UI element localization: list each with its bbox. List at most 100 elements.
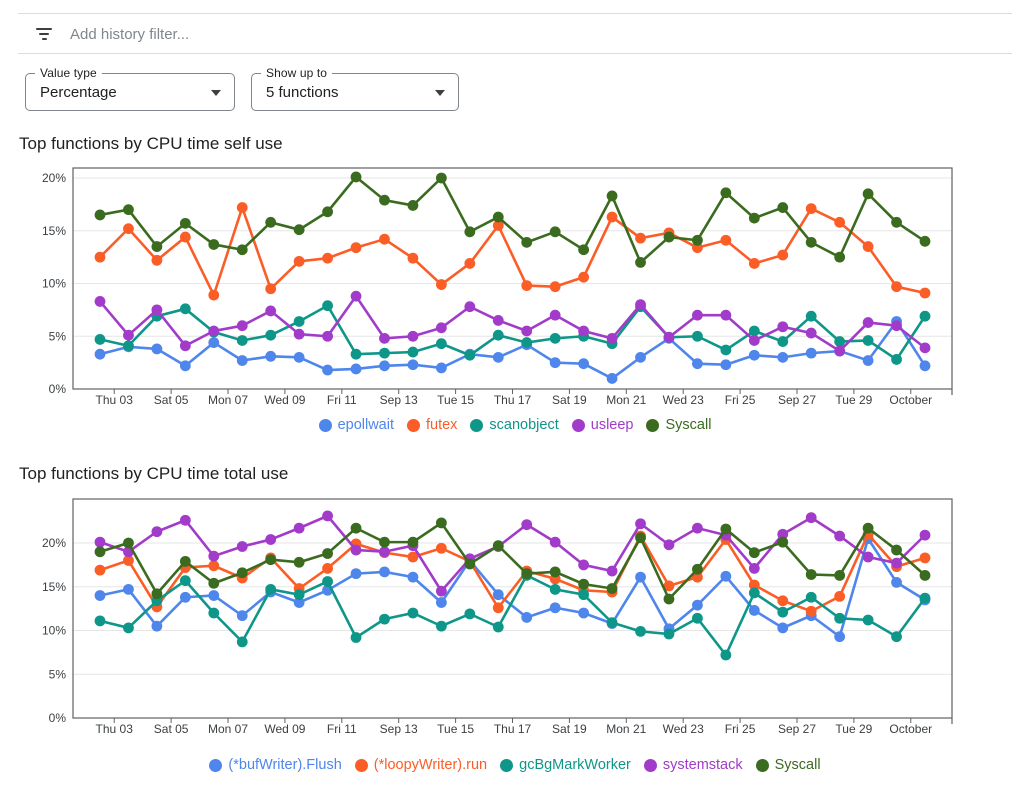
data-point[interactable]	[891, 216, 902, 228]
show-up-to-dropdown[interactable]: Show up to 5 functions	[251, 66, 459, 111]
data-point[interactable]	[265, 329, 277, 341]
data-point[interactable]	[123, 555, 134, 566]
data-point[interactable]	[179, 514, 191, 526]
data-point[interactable]	[862, 551, 874, 563]
data-point[interactable]	[379, 194, 390, 206]
data-point[interactable]	[236, 335, 248, 346]
data-point[interactable]	[179, 360, 191, 372]
data-point[interactable]	[891, 354, 902, 365]
data-point[interactable]	[606, 190, 618, 202]
data-point[interactable]	[862, 317, 874, 328]
data-point[interactable]	[265, 554, 277, 566]
data-point[interactable]	[692, 309, 703, 321]
data-point[interactable]	[293, 597, 305, 608]
data-point[interactable]	[151, 254, 163, 266]
data-point[interactable]	[891, 281, 902, 293]
data-point[interactable]	[407, 252, 419, 264]
data-point[interactable]	[464, 349, 476, 361]
data-point[interactable]	[521, 337, 533, 348]
data-point[interactable]	[891, 631, 902, 643]
data-point[interactable]	[236, 541, 248, 552]
data-point[interactable]	[777, 202, 789, 213]
data-point[interactable]	[322, 330, 333, 342]
data-point[interactable]	[521, 568, 533, 580]
data-point[interactable]	[435, 362, 447, 374]
data-point[interactable]	[322, 206, 333, 218]
data-point[interactable]	[692, 563, 703, 575]
data-point[interactable]	[720, 523, 732, 535]
data-point[interactable]	[94, 251, 106, 263]
data-point[interactable]	[435, 597, 447, 608]
data-point[interactable]	[777, 336, 789, 347]
data-point[interactable]	[208, 550, 220, 562]
data-point[interactable]	[663, 580, 675, 592]
data-point[interactable]	[549, 357, 561, 369]
data-point[interactable]	[492, 621, 504, 633]
data-point[interactable]	[94, 536, 106, 548]
data-point[interactable]	[435, 322, 447, 334]
data-point[interactable]	[606, 211, 618, 223]
data-point[interactable]	[777, 595, 789, 607]
data-point[interactable]	[549, 583, 561, 595]
data-point[interactable]	[151, 241, 163, 252]
data-point[interactable]	[834, 631, 846, 643]
data-point[interactable]	[123, 204, 134, 216]
data-point[interactable]	[464, 608, 476, 620]
data-point[interactable]	[350, 242, 362, 254]
data-point[interactable]	[293, 224, 305, 236]
data-point[interactable]	[635, 532, 646, 544]
data-point[interactable]	[492, 315, 504, 326]
data-point[interactable]	[208, 239, 220, 250]
data-point[interactable]	[521, 325, 533, 337]
data-point[interactable]	[350, 348, 362, 360]
data-point[interactable]	[862, 522, 874, 534]
data-point[interactable]	[720, 570, 732, 582]
data-point[interactable]	[322, 252, 333, 264]
data-point[interactable]	[179, 555, 191, 567]
data-point[interactable]	[123, 223, 134, 235]
data-point[interactable]	[805, 203, 817, 214]
data-point[interactable]	[492, 220, 504, 231]
data-point[interactable]	[692, 330, 703, 342]
data-point[interactable]	[236, 202, 248, 213]
data-point[interactable]	[805, 347, 817, 359]
data-point[interactable]	[208, 325, 220, 337]
data-point[interactable]	[635, 571, 646, 583]
data-point[interactable]	[236, 610, 248, 622]
data-point[interactable]	[379, 332, 390, 344]
data-point[interactable]	[834, 216, 846, 228]
data-point[interactable]	[606, 617, 618, 629]
data-point[interactable]	[322, 562, 333, 574]
data-point[interactable]	[236, 244, 248, 256]
data-point[interactable]	[777, 249, 789, 261]
data-point[interactable]	[265, 305, 277, 317]
data-point[interactable]	[606, 332, 618, 344]
data-point[interactable]	[805, 327, 817, 339]
data-point[interactable]	[919, 287, 931, 299]
data-point[interactable]	[350, 544, 362, 556]
data-point[interactable]	[322, 576, 333, 587]
data-point[interactable]	[151, 526, 163, 538]
data-point[interactable]	[435, 338, 447, 350]
data-point[interactable]	[777, 321, 789, 333]
data-point[interactable]	[350, 632, 362, 643]
data-point[interactable]	[94, 564, 106, 576]
data-point[interactable]	[379, 613, 390, 625]
data-point[interactable]	[208, 337, 220, 348]
data-point[interactable]	[720, 359, 732, 371]
data-point[interactable]	[521, 280, 533, 292]
data-point[interactable]	[805, 236, 817, 248]
data-point[interactable]	[549, 281, 561, 293]
data-point[interactable]	[891, 557, 902, 569]
data-point[interactable]	[492, 540, 504, 552]
data-point[interactable]	[322, 510, 333, 522]
data-point[interactable]	[635, 299, 646, 310]
data-point[interactable]	[549, 226, 561, 238]
data-point[interactable]	[379, 536, 390, 548]
data-point[interactable]	[748, 579, 760, 591]
data-point[interactable]	[748, 258, 760, 269]
data-point[interactable]	[748, 587, 760, 599]
data-point[interactable]	[692, 242, 703, 254]
data-point[interactable]	[578, 607, 590, 619]
data-point[interactable]	[777, 622, 789, 634]
